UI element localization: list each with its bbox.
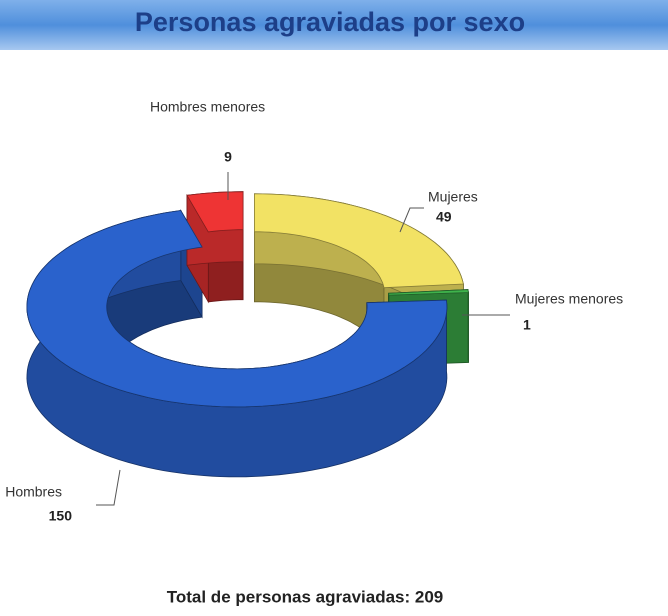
category-label: Mujeres menores: [515, 291, 623, 307]
footer: Total de personas agraviadas: 209: [167, 587, 444, 606]
value-label: 150: [49, 508, 73, 524]
value-label: 49: [436, 209, 452, 225]
category-label: Mujeres: [428, 189, 478, 205]
category-label: Hombres: [5, 484, 62, 500]
leader-line: [96, 470, 120, 505]
category-label: Hombres menores: [150, 99, 265, 115]
value-label: 1: [523, 317, 531, 333]
value-label: 9: [224, 149, 232, 165]
slice-outer-wall: [468, 290, 469, 363]
chart-title: Personas agraviadas por sexo: [135, 7, 525, 37]
